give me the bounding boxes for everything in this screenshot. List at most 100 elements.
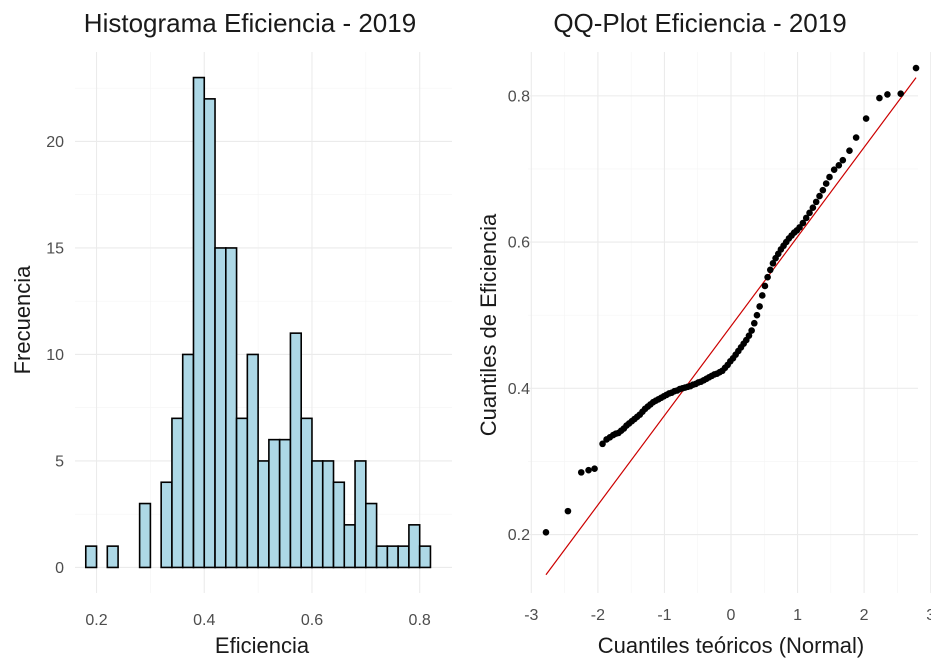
qq-point (745, 332, 753, 339)
hist-y-tick-label: 0 (55, 560, 64, 577)
histogram-bar (246, 353, 259, 569)
qq-minor-grid (528, 52, 918, 593)
histogram-bar (160, 481, 173, 569)
hist-x-tick-label: 0.2 (85, 612, 107, 629)
histogram-bar (386, 545, 399, 569)
qq-point (769, 259, 777, 267)
qq-title: QQ-Plot Eficiencia - 2019 (553, 8, 846, 38)
qq-point (599, 440, 606, 448)
qq-x-tick-label: -3 (524, 607, 538, 624)
qq-point (826, 173, 833, 181)
qq-point (577, 469, 585, 476)
qq-point (816, 192, 823, 200)
histogram-bar (332, 481, 346, 569)
hist-x-tick-label: 0.6 (301, 612, 323, 629)
qq-point (542, 529, 550, 536)
histogram-bar (300, 417, 313, 569)
histogram-bar (311, 460, 324, 569)
qq-x-tick-label: 2 (860, 607, 869, 624)
qq-point (766, 266, 774, 274)
qq-point (806, 209, 813, 217)
qq-x-tick-label: -1 (657, 607, 671, 624)
hist-y-tick-label: 15 (46, 240, 64, 257)
histogram-bar (418, 545, 432, 569)
histogram-bar (181, 353, 195, 569)
histogram-bar (343, 524, 356, 569)
hist-x-tick-label: 0.4 (193, 612, 215, 629)
qq-reference-line (545, 77, 917, 576)
qq-point (839, 156, 847, 164)
qq-point (912, 64, 920, 72)
qq-point (750, 319, 758, 327)
qq-y-tick-label: 0.6 (508, 235, 530, 252)
qq-point (830, 166, 838, 174)
qq-point (748, 327, 755, 334)
histogram-bar (408, 524, 421, 569)
hist-y-tick-label: 10 (46, 347, 64, 364)
qq-x-axis-title: Cuantiles teóricos (Normal) (598, 633, 865, 658)
hist-bars (84, 76, 432, 569)
histogram-bar (354, 460, 367, 569)
qq-point (862, 115, 870, 122)
qq-point (846, 147, 853, 154)
hist-y-tick-label: 20 (46, 134, 64, 151)
qq-point (585, 466, 592, 474)
histogram-bar (192, 76, 206, 569)
qq-point (819, 186, 827, 194)
histogram-panel: 0.2 0.4 0.6 0.8 0 5 10 15 20 Histograma Eficien… (10, 8, 452, 658)
qq-x-tick-label: 0 (727, 607, 736, 624)
qq-y-tick-label: 0.8 (508, 88, 530, 105)
qq-x-tick-label: 3 (926, 607, 931, 624)
histogram-bar (203, 98, 216, 569)
qq-point (758, 292, 766, 299)
histogram-bar (171, 417, 184, 569)
hist-y-tick-label: 5 (55, 453, 64, 470)
qq-y-tick-label: 0.2 (508, 527, 530, 544)
hist-x-tick-labels: 0.2 0.4 0.6 0.8 (85, 612, 430, 629)
qq-point (761, 282, 769, 290)
qq-y-tick-label: 0.4 (508, 381, 530, 398)
histogram-bar (321, 460, 335, 569)
qq-point (809, 204, 817, 212)
hist-x-tick-label: 0.8 (409, 612, 431, 629)
hist-y-tick-labels: 0 5 10 15 20 (46, 134, 64, 577)
histogram-bar (375, 545, 389, 569)
qq-point (884, 91, 891, 98)
qq-point (812, 198, 820, 206)
qq-point (822, 180, 830, 187)
qq-point (591, 465, 598, 473)
qq-panel: -3 -2 -1 0 1 2 3 0.2 0.4 0.6 0.8 QQ-Plot Eficienc… (476, 8, 931, 658)
histogram-bar (257, 460, 270, 569)
qq-reference-line-group (545, 77, 917, 576)
qq-point (835, 162, 843, 169)
hist-title: Histograma Eficiencia - 2019 (84, 8, 416, 38)
histogram-bar (138, 502, 152, 569)
qq-points (542, 64, 920, 536)
histogram-bar (365, 502, 378, 569)
qq-point (756, 303, 763, 310)
qq-x-tick-labels: -3 -2 -1 0 1 2 3 (524, 607, 931, 624)
histogram-bar (235, 417, 249, 569)
histogram-bar (225, 247, 238, 569)
qq-point (753, 311, 761, 319)
qq-point (802, 214, 810, 222)
qq-point (897, 90, 905, 97)
hist-y-axis-title: Frecuencia (10, 265, 35, 375)
qq-point (564, 507, 572, 515)
histogram-bar (278, 438, 292, 569)
qq-point (876, 94, 883, 102)
histogram-bar (84, 545, 98, 569)
histogram-bar (214, 247, 227, 569)
qq-x-tick-label: 1 (793, 607, 802, 624)
histogram-bar (289, 332, 302, 569)
hist-x-axis-title: Eficiencia (215, 633, 310, 658)
histogram-bar (106, 545, 119, 569)
qq-point (799, 219, 807, 227)
qq-y-axis-title: Cuantiles de Eficiencia (476, 213, 501, 436)
qq-x-tick-label: -2 (591, 607, 605, 624)
qq-point (764, 273, 771, 281)
qq-point (852, 134, 860, 141)
histogram-bar (397, 545, 410, 569)
